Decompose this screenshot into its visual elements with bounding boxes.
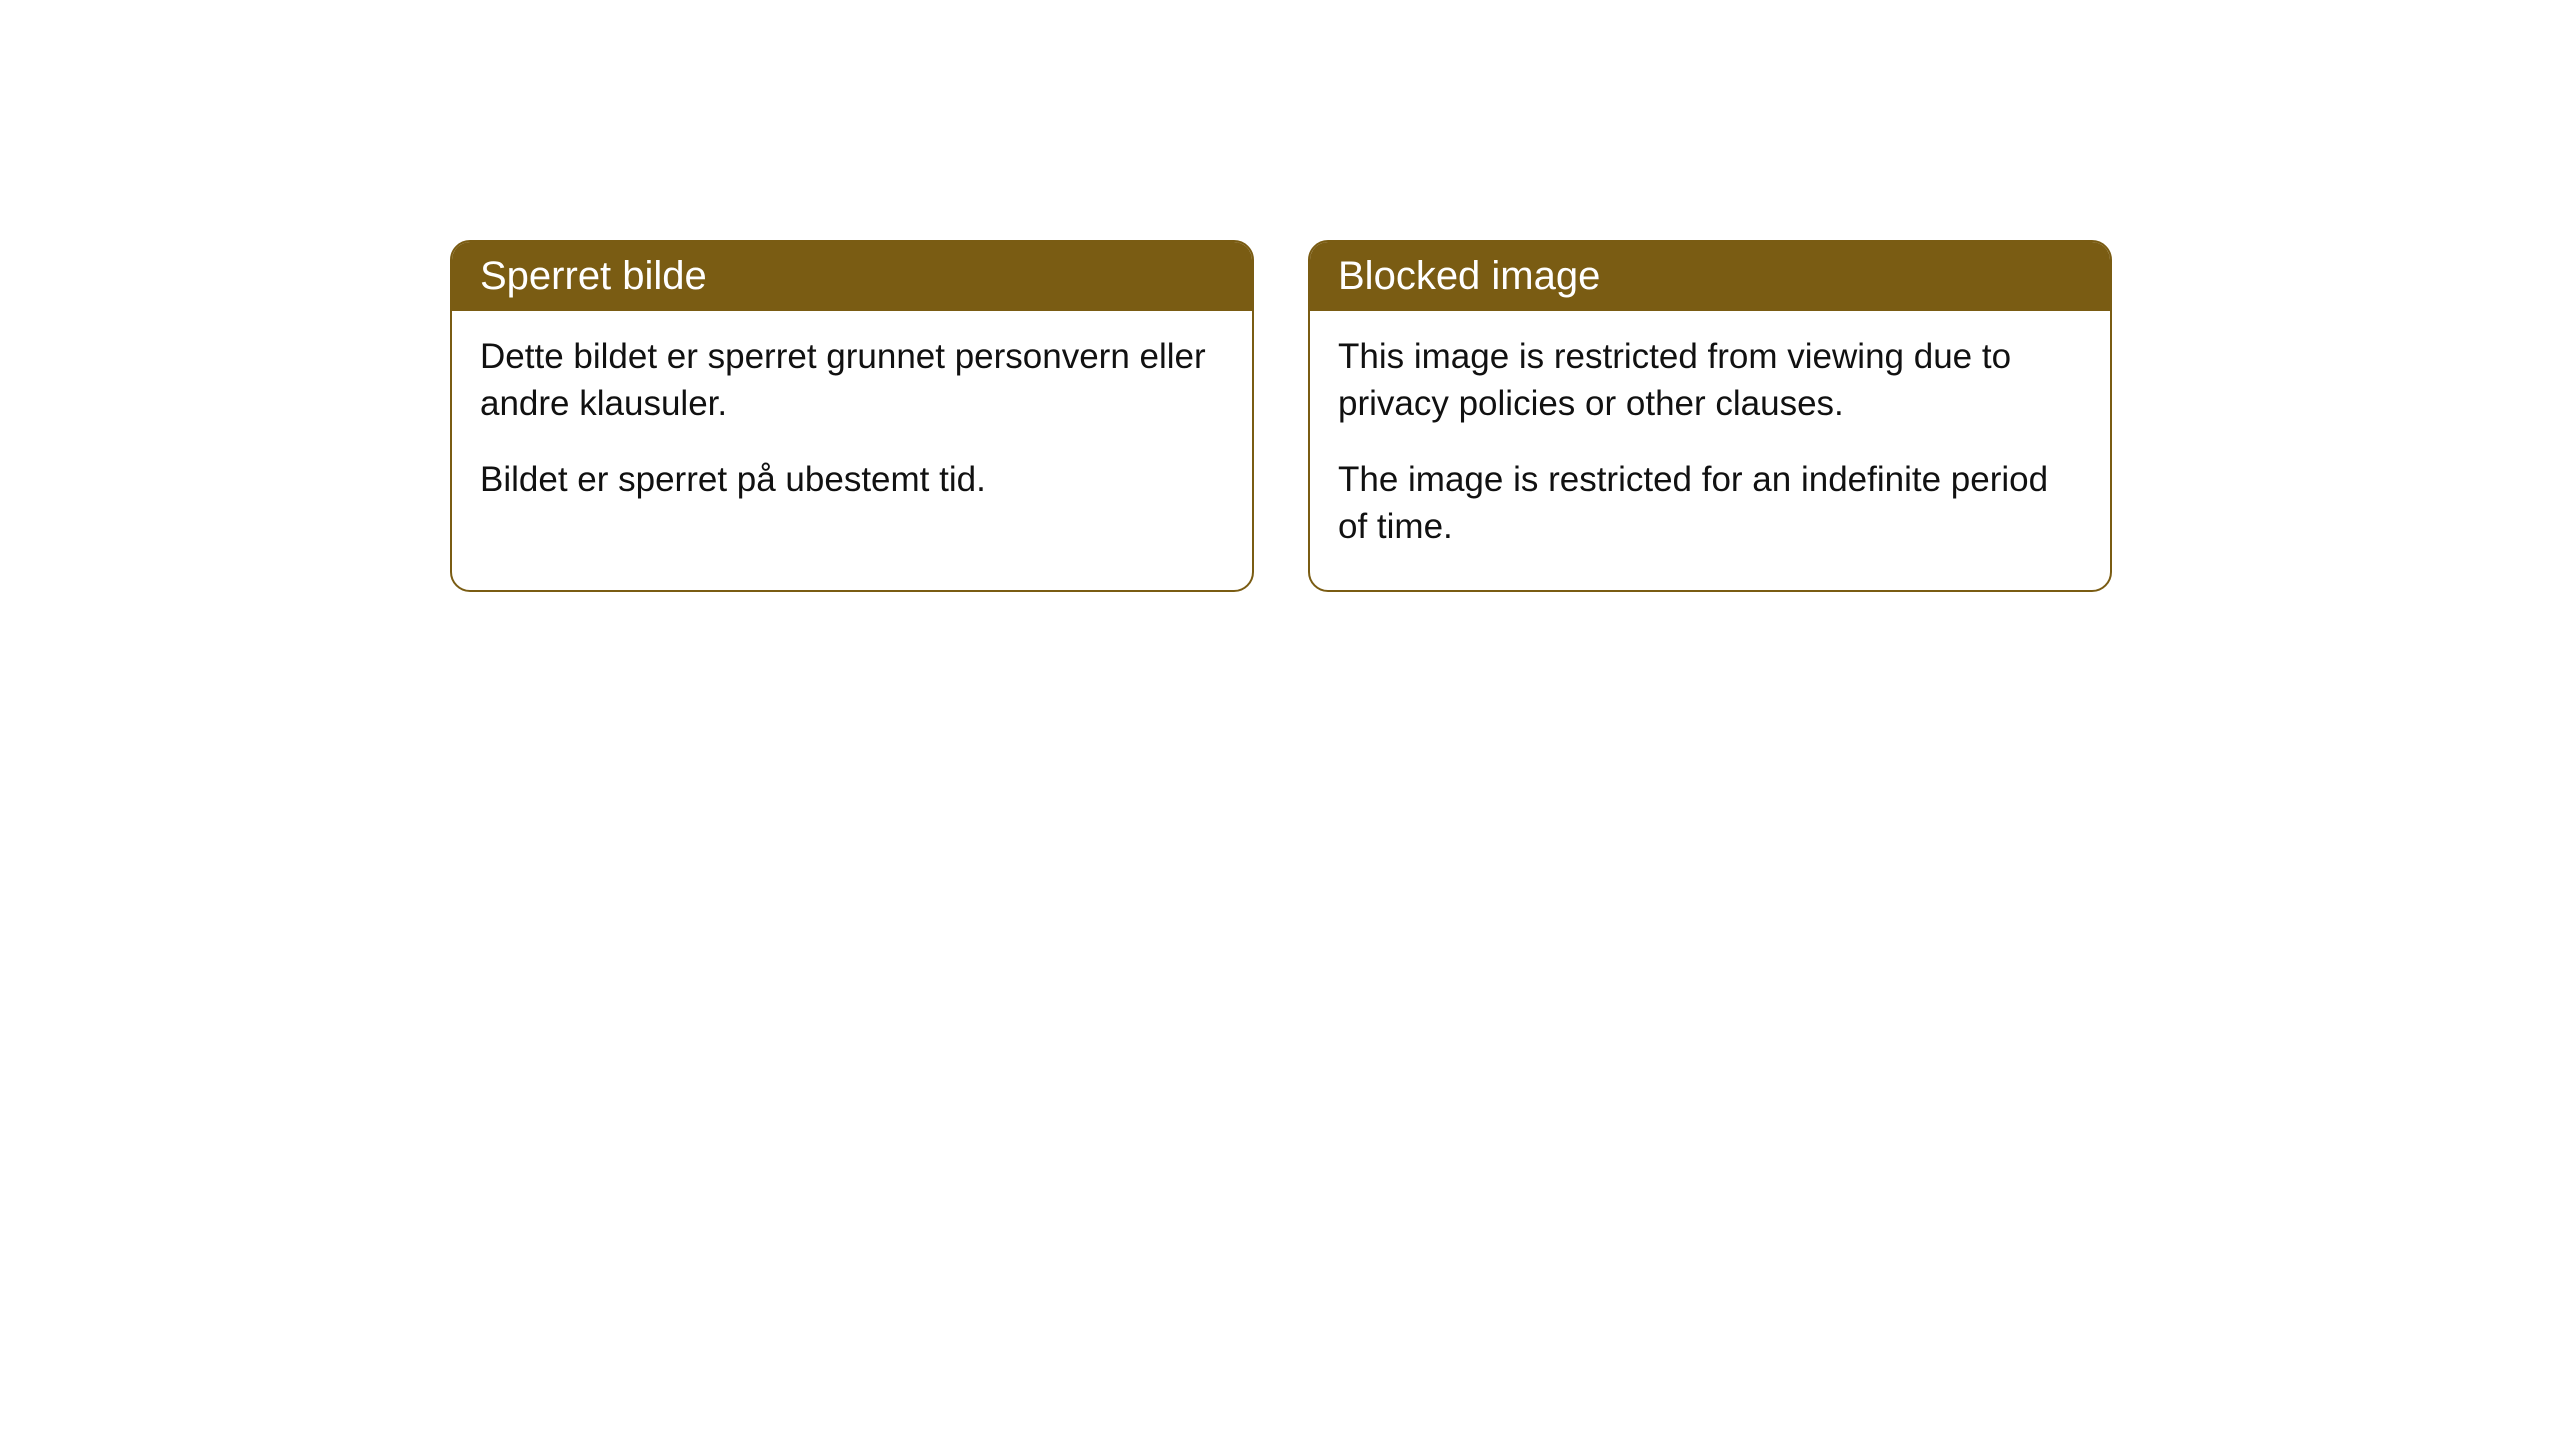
card-paragraph: Bildet er sperret på ubestemt tid. xyxy=(480,456,1224,503)
notice-card-english: Blocked image This image is restricted f… xyxy=(1308,240,2112,592)
card-paragraph: This image is restricted from viewing du… xyxy=(1338,333,2082,428)
card-paragraph: The image is restricted for an indefinit… xyxy=(1338,456,2082,551)
card-body: This image is restricted from viewing du… xyxy=(1310,311,2110,590)
notice-container: Sperret bilde Dette bildet er sperret gr… xyxy=(0,0,2560,592)
card-header: Sperret bilde xyxy=(452,242,1252,311)
card-title: Blocked image xyxy=(1338,254,1600,298)
card-paragraph: Dette bildet er sperret grunnet personve… xyxy=(480,333,1224,428)
card-body: Dette bildet er sperret grunnet personve… xyxy=(452,311,1252,543)
notice-card-norwegian: Sperret bilde Dette bildet er sperret gr… xyxy=(450,240,1254,592)
card-title: Sperret bilde xyxy=(480,254,707,298)
card-header: Blocked image xyxy=(1310,242,2110,311)
